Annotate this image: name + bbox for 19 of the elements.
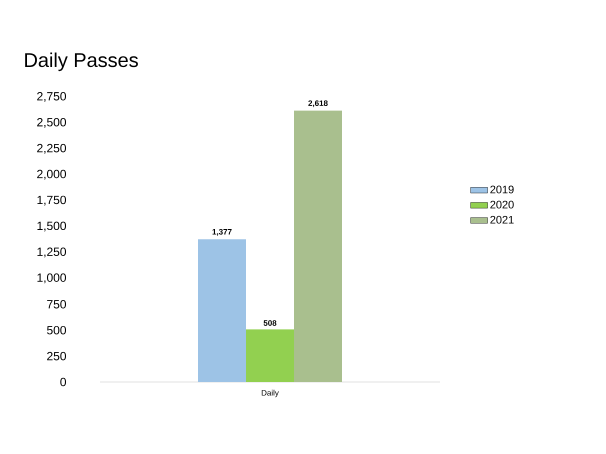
bar (246, 329, 294, 382)
chart-title: Daily Passes (25, 52, 138, 72)
y-tick-label: 750 (47, 300, 66, 308)
y-tick-label: 1,250 (37, 248, 66, 258)
y-tick-label: 0 (60, 378, 66, 386)
y-tick-label: 1,000 (37, 273, 66, 284)
y-tick-label: 2,000 (37, 170, 66, 180)
y-tick-label: 1,500 (37, 222, 66, 232)
bar (198, 239, 246, 382)
legend-label: 2021 (490, 216, 514, 224)
y-tick-label: 250 (47, 352, 66, 360)
y-tick-label: 1,750 (37, 196, 66, 206)
y-tick-label: 500 (47, 326, 66, 334)
y-tick-label: 2,250 (37, 144, 66, 154)
legend-label: 2019 (490, 186, 514, 194)
legend-label: 2020 (490, 200, 514, 208)
bar (294, 110, 342, 382)
y-tick-label: 2,750 (37, 92, 66, 102)
y-tick-label: 2,500 (37, 118, 66, 128)
